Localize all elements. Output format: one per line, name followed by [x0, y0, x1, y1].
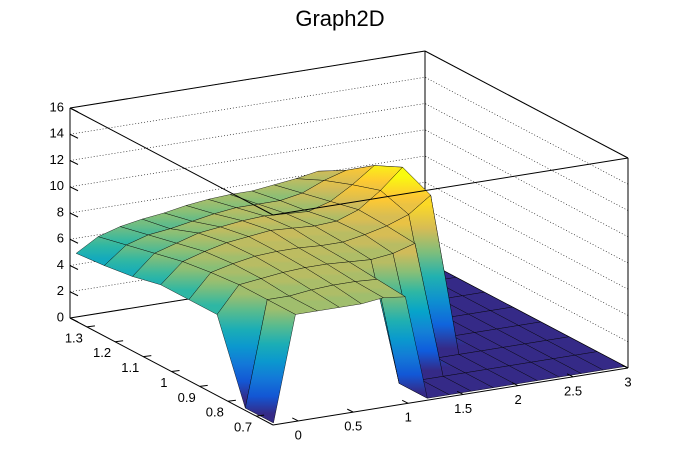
- box-edge: [69, 107, 274, 216]
- z-tick: [69, 265, 79, 270]
- z-tick: [69, 133, 79, 139]
- x-tick: [401, 399, 409, 404]
- z-tick-label: 10: [50, 178, 64, 193]
- box-edge: [272, 157, 629, 216]
- y-tick-label: 0.7: [234, 420, 252, 435]
- y-tick-label: 1.2: [93, 345, 111, 360]
- z-tick-label: 8: [57, 204, 64, 219]
- z-tick: [69, 291, 79, 297]
- z-tick-label: 2: [57, 283, 64, 298]
- x-tick: [456, 391, 464, 395]
- x-tick-label: 3: [624, 374, 631, 389]
- y-tick-label: 1.1: [121, 360, 139, 375]
- chart-title: Graph2D: [295, 6, 384, 31]
- x-tick-label: 0: [295, 427, 302, 442]
- y-tick: [171, 370, 180, 372]
- x-tick: [621, 364, 629, 369]
- y-tick: [86, 325, 95, 328]
- y-tick-label: 0.9: [178, 390, 196, 405]
- z-tick-label: 0: [57, 309, 64, 324]
- y-tick: [143, 355, 152, 358]
- y-tick-label: 1: [160, 375, 167, 390]
- x-tick-label: 1: [405, 410, 412, 425]
- y-tick: [199, 384, 208, 387]
- x-tick: [292, 417, 299, 422]
- z-tick-label: 16: [50, 99, 64, 114]
- x-tick-label: 2: [514, 392, 521, 407]
- z-tick: [69, 107, 79, 113]
- y-tick: [256, 414, 265, 417]
- x-tick: [347, 408, 354, 413]
- y-tick-label: 1.3: [65, 330, 83, 345]
- z-tick: [69, 160, 79, 165]
- x-tick-label: 0.5: [344, 419, 362, 434]
- z-tick: [69, 186, 79, 192]
- z-tick: [69, 317, 79, 323]
- z-tick-label: 4: [57, 257, 64, 272]
- y-tick: [115, 340, 124, 343]
- z-tick: [69, 212, 79, 218]
- x-tick-label: 1.5: [454, 401, 472, 416]
- z-tick-label: 14: [50, 126, 64, 141]
- x-axis: [272, 367, 629, 426]
- x-tick: [566, 373, 574, 378]
- x-tick: [511, 382, 519, 387]
- x-tick-label: 2.5: [564, 383, 582, 398]
- box-edge: [69, 50, 426, 109]
- z-tick-label: 12: [50, 152, 64, 167]
- surface-cell: [245, 299, 296, 424]
- z-tick: [69, 238, 79, 244]
- z-tick-label: 6: [57, 231, 64, 246]
- y-tick-label: 0.8: [206, 405, 224, 420]
- y-tick: [227, 399, 236, 402]
